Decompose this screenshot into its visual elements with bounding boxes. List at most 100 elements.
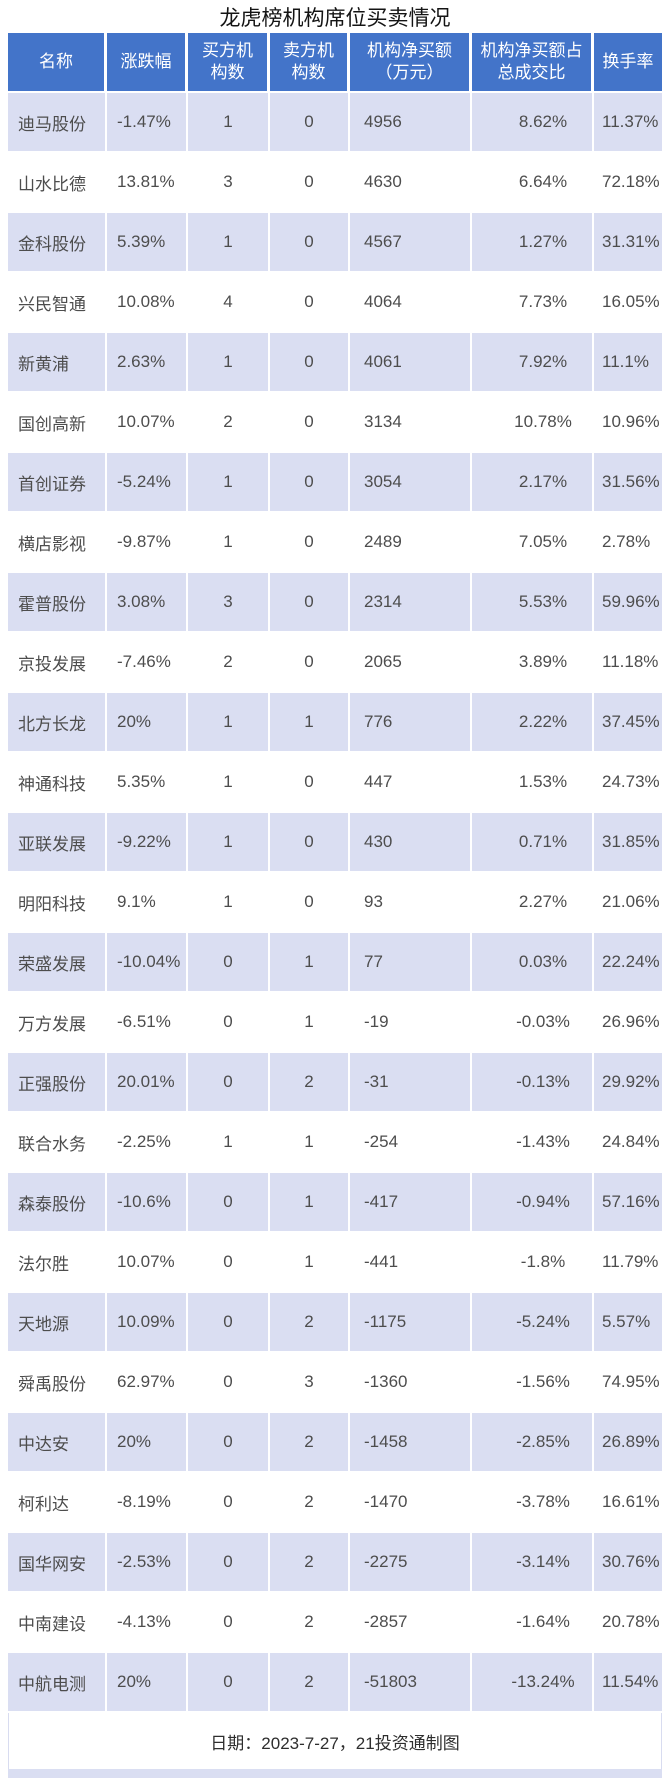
cell-seller-count: 2 [270,1293,350,1353]
table-row: 森泰股份 -10.6% 0 1 -417 -0.94% 57.16% [8,1173,662,1233]
footer-note: 日期：2023-7-27，21投资通制图 [210,1733,460,1753]
cell-net-buy-ratio: 7.05% [472,513,594,573]
cell-net-buy-ratio: 1.27% [472,213,594,273]
cell-turnover-rate: 5.57% [594,1293,662,1353]
cell-change-pct: -1.47% [107,93,188,153]
table-row: 横店影视 -9.87% 1 0 2489 7.05% 2.78% [8,513,662,573]
cell-net-buy-amount: 2065 [350,633,472,693]
cell-name: 国创高新 [8,393,107,453]
cell-seller-count: 1 [270,1113,350,1173]
cell-name: 森泰股份 [8,1173,107,1233]
cell-change-pct: -8.19% [107,1473,188,1533]
cell-net-buy-ratio: -3.14% [472,1533,594,1593]
cell-seller-count: 1 [270,933,350,993]
cell-buyer-count: 1 [188,753,270,813]
cell-name: 中航电测 [8,1653,107,1713]
table-row: 北方长龙 20% 1 1 776 2.22% 37.45% [8,693,662,753]
cell-net-buy-amount: -1470 [350,1473,472,1533]
cell-net-buy-ratio: 10.78% [472,393,594,453]
cell-buyer-count: 0 [188,1593,270,1653]
table-row: 京投发展 -7.46% 2 0 2065 3.89% 11.18% [8,633,662,693]
table-row: 首创证券 -5.24% 1 0 3054 2.17% 31.56% [8,453,662,513]
table-row: 法尔胜 10.07% 0 1 -441 -1.8% 11.79% [8,1233,662,1293]
cell-name: 国华网安 [8,1533,107,1593]
cell-net-buy-ratio: 2.22% [472,693,594,753]
cell-buyer-count: 0 [188,993,270,1053]
cell-change-pct: 10.09% [107,1293,188,1353]
cell-name: 首创证券 [8,453,107,513]
cell-change-pct: 10.07% [107,1233,188,1293]
table-row: 柯利达 -8.19% 0 2 -1470 -3.78% 16.61% [8,1473,662,1533]
cell-net-buy-ratio: -1.56% [472,1353,594,1413]
cell-seller-count: 1 [270,1233,350,1293]
cell-net-buy-ratio: -5.24% [472,1293,594,1353]
header-cell-name: 名称 [8,33,107,93]
table-row: 山水比德 13.81% 3 0 4630 6.64% 72.18% [8,153,662,213]
cell-net-buy-ratio: -0.13% [472,1053,594,1113]
cell-change-pct: 20% [107,693,188,753]
cell-turnover-rate: 37.45% [594,693,662,753]
cell-change-pct: 10.08% [107,273,188,333]
cell-net-buy-amount: -417 [350,1173,472,1233]
table-header: 名称 涨跌幅 买方机 构数 卖方机 构数 机构净买额 （万元） 机构净买额占 总… [8,33,662,93]
table-row: 国华网安 -2.53% 0 2 -2275 -3.14% 30.76% [8,1533,662,1593]
cell-net-buy-amount: 447 [350,753,472,813]
cell-buyer-count: 0 [188,1353,270,1413]
header-cell-net-buy-ratio: 机构净买额占 总成交比 [472,33,594,93]
cell-buyer-count: 3 [188,153,270,213]
cell-seller-count: 1 [270,993,350,1053]
cell-name: 正强股份 [8,1053,107,1113]
cell-seller-count: 2 [270,1533,350,1593]
cell-seller-count: 2 [270,1053,350,1113]
cell-turnover-rate: 10.96% [594,393,662,453]
cell-change-pct: 20.01% [107,1053,188,1113]
table-body: 迪马股份 -1.47% 1 0 4956 8.62% 11.37% 山水比德 13.81% 3 0 4… [8,93,662,1713]
cell-change-pct: 62.97% [107,1353,188,1413]
cell-turnover-rate: 11.54% [594,1653,662,1713]
cell-turnover-rate: 26.96% [594,993,662,1053]
cell-seller-count: 0 [270,213,350,273]
cell-buyer-count: 1 [188,513,270,573]
cell-turnover-rate: 16.61% [594,1473,662,1533]
cell-net-buy-amount: -254 [350,1113,472,1173]
header-cell-seller-count: 卖方机 构数 [270,33,350,93]
cell-net-buy-ratio: 7.73% [472,273,594,333]
cell-change-pct: -9.87% [107,513,188,573]
cell-net-buy-amount: -441 [350,1233,472,1293]
cell-turnover-rate: 11.37% [594,93,662,153]
page-title: 龙虎榜机构席位买卖情况 [219,7,451,30]
cell-name: 法尔胜 [8,1233,107,1293]
cell-change-pct: -4.13% [107,1593,188,1653]
cell-turnover-rate: 11.18% [594,633,662,693]
cell-seller-count: 0 [270,813,350,873]
cell-buyer-count: 0 [188,1233,270,1293]
table-row: 天地源 10.09% 0 2 -1175 -5.24% 5.57% [8,1293,662,1353]
cell-name: 北方长龙 [8,693,107,753]
cell-change-pct: -10.04% [107,933,188,993]
cell-change-pct: -9.22% [107,813,188,873]
cell-change-pct: -2.25% [107,1113,188,1173]
cell-net-buy-amount: -2275 [350,1533,472,1593]
institution-trades-table: 名称 涨跌幅 买方机 构数 卖方机 构数 机构净买额 （万元） 机构净买额占 总… [8,33,662,1778]
cell-name: 天地源 [8,1293,107,1353]
cell-turnover-rate: 29.92% [594,1053,662,1113]
cell-net-buy-amount: -2857 [350,1593,472,1653]
cell-buyer-count: 0 [188,1053,270,1113]
cell-net-buy-amount: 4061 [350,333,472,393]
cell-turnover-rate: 21.06% [594,873,662,933]
cell-buyer-count: 0 [188,1473,270,1533]
cell-net-buy-amount: 4567 [350,213,472,273]
cell-name: 京投发展 [8,633,107,693]
cell-buyer-count: 1 [188,213,270,273]
cell-seller-count: 2 [270,1473,350,1533]
cell-seller-count: 1 [270,1173,350,1233]
cell-net-buy-ratio: 0.03% [472,933,594,993]
cell-seller-count: 2 [270,1413,350,1473]
table-row: 兴民智通 10.08% 4 0 4064 7.73% 16.05% [8,273,662,333]
cell-net-buy-amount: -1360 [350,1353,472,1413]
cell-seller-count: 0 [270,453,350,513]
cell-name: 迪马股份 [8,93,107,153]
table-row: 明阳科技 9.1% 1 0 93 2.27% 21.06% [8,873,662,933]
table-row: 中航电测 20% 0 2 -51803 -13.24% 11.54% [8,1653,662,1713]
cell-seller-count: 2 [270,1653,350,1713]
